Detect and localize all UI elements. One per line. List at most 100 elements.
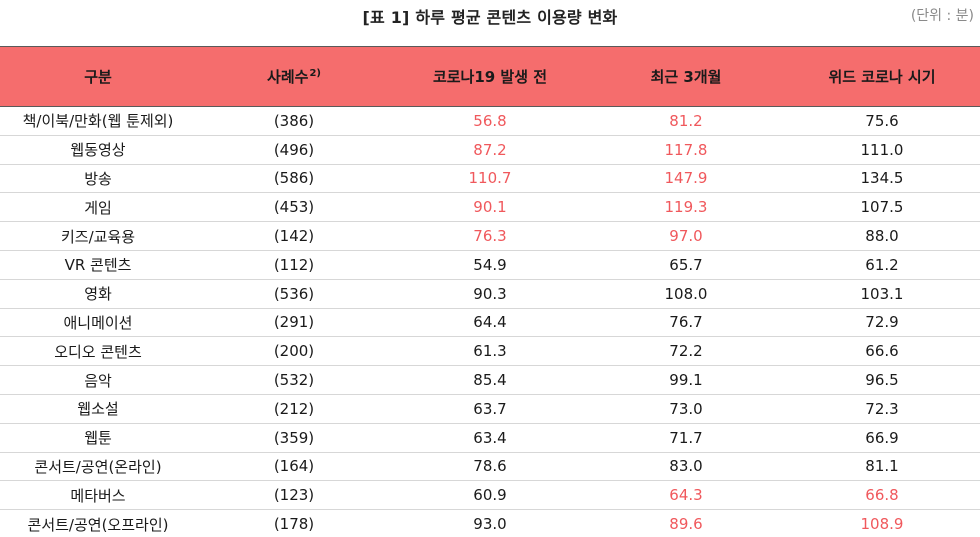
row-recent-3months-cell: 147.9 [588, 164, 784, 194]
header-cases: 사례수2) [196, 46, 392, 107]
header-recent-3months: 최근 3개월 [588, 46, 784, 107]
row-category-cell: 콘서트/공연(오프라인) [0, 509, 196, 537]
row-category-cell: 웹소설 [0, 394, 196, 424]
row-before-covid-cell: 54.9 [392, 250, 588, 280]
row-recent-3months-cell: 108.0 [588, 279, 784, 309]
header-cases-footnote: 2) [309, 68, 321, 79]
row-cases-cell: (123) [196, 480, 392, 511]
table-row: 영화 (536) 90.3 108.0 103.1 [0, 279, 980, 309]
row-with-covid-cell: 108.9 [784, 509, 980, 537]
table-row: 방송 (586) 110.7 147.9 134.5 [0, 164, 980, 194]
row-category-cell: VR 콘텐츠 [0, 250, 196, 280]
row-before-covid-cell: 63.4 [392, 423, 588, 453]
row-recent-3months-cell: 99.1 [588, 365, 784, 395]
row-category-cell: 콘서트/공연(온라인) [0, 452, 196, 482]
table-row: 웹동영상 (496) 87.2 117.8 111.0 [0, 135, 980, 165]
row-recent-3months-cell: 73.0 [588, 394, 784, 424]
row-recent-3months-cell: 97.0 [588, 221, 784, 251]
row-recent-3months-cell: 83.0 [588, 452, 784, 482]
unit-label: (단위 : 분) [910, 8, 974, 24]
row-before-covid-cell: 60.9 [392, 480, 588, 511]
row-category-cell: 방송 [0, 164, 196, 194]
row-cases-cell: (164) [196, 452, 392, 482]
row-cases-cell: (291) [196, 308, 392, 338]
row-cases-cell: (536) [196, 279, 392, 309]
table-row: 음악 (532) 85.4 99.1 96.5 [0, 365, 980, 395]
row-with-covid-cell: 72.9 [784, 308, 980, 338]
row-recent-3months-cell: 65.7 [588, 250, 784, 280]
row-category-cell: 오디오 콘텐츠 [0, 336, 196, 367]
table-row: 게임 (453) 90.1 119.3 107.5 [0, 192, 980, 223]
table-body: 책/이북/만화(웹 툰제외) (386) 56.8 81.2 75.6 웹동영상 (496)… [0, 106, 980, 537]
table-row: 키즈/교육용 (142) 76.3 97.0 88.0 [0, 221, 980, 251]
header-category: 구분 [0, 46, 196, 107]
row-recent-3months-cell: 117.8 [588, 135, 784, 165]
row-with-covid-cell: 66.9 [784, 423, 980, 453]
row-recent-3months-cell: 119.3 [588, 192, 784, 223]
row-cases-cell: (112) [196, 250, 392, 280]
table-row: 오디오 콘텐츠 (200) 61.3 72.2 66.6 [0, 336, 980, 367]
row-before-covid-cell: 63.7 [392, 394, 588, 424]
row-cases-cell: (386) [196, 106, 392, 136]
row-recent-3months-cell: 71.7 [588, 423, 784, 453]
row-before-covid-cell: 93.0 [392, 509, 588, 537]
row-before-covid-cell: 56.8 [392, 106, 588, 136]
row-category-cell: 영화 [0, 279, 196, 309]
row-category-cell: 음악 [0, 365, 196, 395]
table-row: 콘서트/공연(온라인) (164) 78.6 83.0 81.1 [0, 452, 980, 482]
row-with-covid-cell: 88.0 [784, 221, 980, 251]
row-with-covid-cell: 61.2 [784, 250, 980, 280]
row-category-cell: 웹툰 [0, 423, 196, 453]
row-cases-cell: (200) [196, 336, 392, 367]
row-category-cell: 게임 [0, 192, 196, 223]
row-recent-3months-cell: 81.2 [588, 106, 784, 136]
row-before-covid-cell: 90.1 [392, 192, 588, 223]
row-with-covid-cell: 75.6 [784, 106, 980, 136]
table-row: 웹소설 (212) 63.7 73.0 72.3 [0, 394, 980, 424]
row-category-cell: 웹동영상 [0, 135, 196, 165]
row-cases-cell: (212) [196, 394, 392, 424]
row-with-covid-cell: 96.5 [784, 365, 980, 395]
row-with-covid-cell: 107.5 [784, 192, 980, 223]
header-before-covid: 코로나19 발생 전 [392, 46, 588, 107]
row-cases-cell: (496) [196, 135, 392, 165]
row-with-covid-cell: 111.0 [784, 135, 980, 165]
row-category-cell: 메타버스 [0, 480, 196, 511]
header-row: 구분 사례수2) 코로나19 발생 전 최근 3개월 위드 코로나 시기 [0, 46, 980, 107]
row-recent-3months-cell: 72.2 [588, 336, 784, 367]
header-cases-label: 사례수 [267, 68, 309, 86]
row-before-covid-cell: 85.4 [392, 365, 588, 395]
row-cases-cell: (453) [196, 192, 392, 223]
row-before-covid-cell: 76.3 [392, 221, 588, 251]
table-row: 애니메이션 (291) 64.4 76.7 72.9 [0, 308, 980, 338]
row-category-cell: 애니메이션 [0, 308, 196, 338]
row-before-covid-cell: 61.3 [392, 336, 588, 367]
row-with-covid-cell: 66.8 [784, 480, 980, 511]
content-usage-table: 구분 사례수2) 코로나19 발생 전 최근 3개월 위드 코로나 시기 책/이… [0, 46, 980, 537]
row-before-covid-cell: 90.3 [392, 279, 588, 309]
row-with-covid-cell: 81.1 [784, 452, 980, 482]
table-row: 웹툰 (359) 63.4 71.7 66.9 [0, 423, 980, 453]
row-before-covid-cell: 64.4 [392, 308, 588, 338]
table-title: [표 1] 하루 평균 콘텐츠 이용량 변화 [362, 8, 618, 27]
row-cases-cell: (532) [196, 365, 392, 395]
table-row: VR 콘텐츠 (112) 54.9 65.7 61.2 [0, 250, 980, 280]
row-with-covid-cell: 72.3 [784, 394, 980, 424]
row-before-covid-cell: 78.6 [392, 452, 588, 482]
table-header: 구분 사례수2) 코로나19 발생 전 최근 3개월 위드 코로나 시기 [0, 46, 980, 107]
header-with-covid: 위드 코로나 시기 [784, 46, 980, 107]
row-recent-3months-cell: 64.3 [588, 480, 784, 511]
row-with-covid-cell: 134.5 [784, 164, 980, 194]
table-row: 콘서트/공연(오프라인) (178) 93.0 89.6 108.9 [0, 509, 980, 537]
row-cases-cell: (142) [196, 221, 392, 251]
row-before-covid-cell: 110.7 [392, 164, 588, 194]
row-cases-cell: (586) [196, 164, 392, 194]
row-category-cell: 키즈/교육용 [0, 221, 196, 251]
row-cases-cell: (359) [196, 423, 392, 453]
row-recent-3months-cell: 89.6 [588, 509, 784, 537]
row-before-covid-cell: 87.2 [392, 135, 588, 165]
row-recent-3months-cell: 76.7 [588, 308, 784, 338]
row-with-covid-cell: 66.6 [784, 336, 980, 367]
row-category-cell: 책/이북/만화(웹 툰제외) [0, 106, 196, 136]
